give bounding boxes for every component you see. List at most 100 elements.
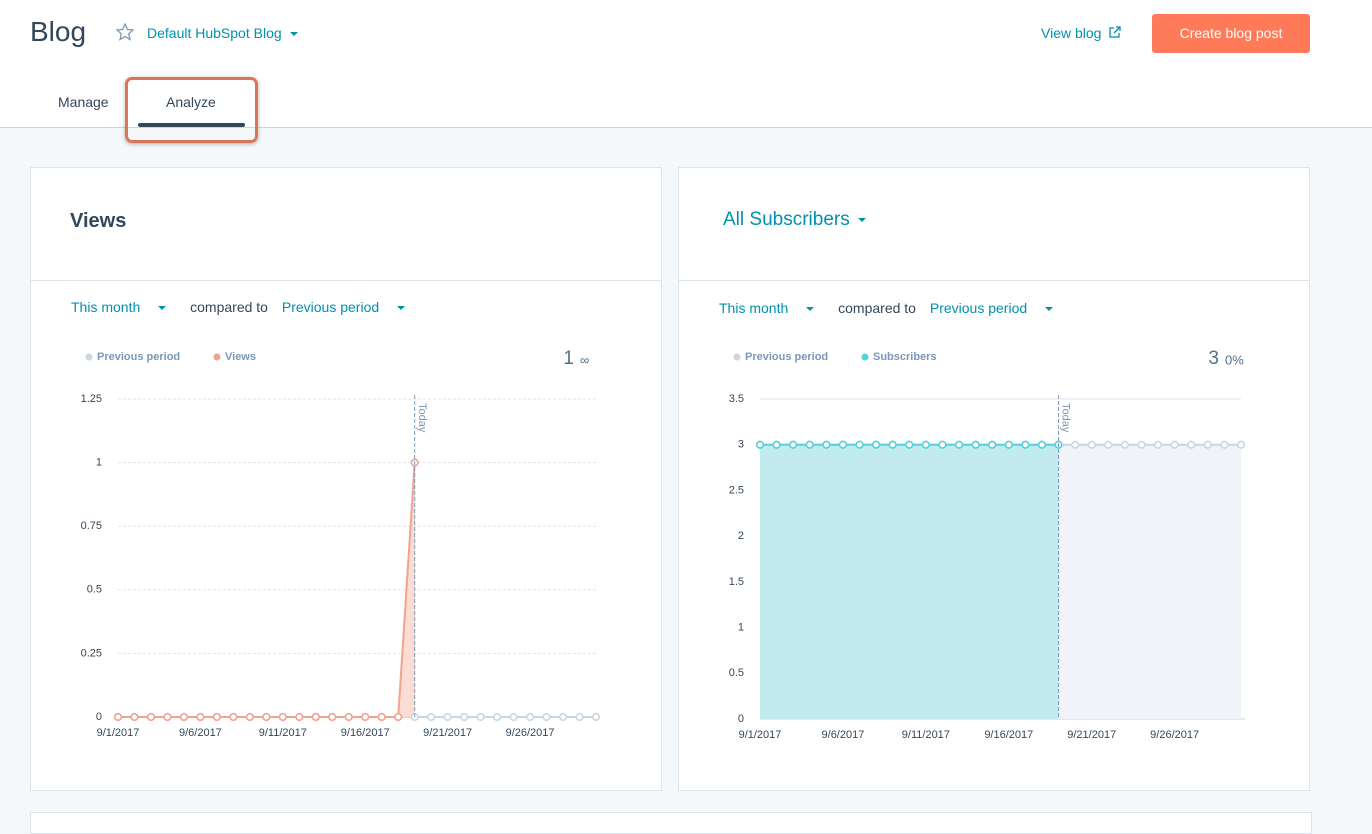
filters: This month compared to Previous period xyxy=(71,299,425,315)
legend-label: Views xyxy=(225,351,256,363)
data-point xyxy=(212,712,221,722)
subscribers-card: All Subscribers This month compared to P… xyxy=(678,167,1310,791)
data-point xyxy=(772,440,781,449)
legend-label: Previous period xyxy=(97,351,180,363)
y-tick-label: 1.5 xyxy=(729,576,744,588)
data-point xyxy=(872,440,881,449)
x-tick-label: 9/26/2017 xyxy=(1150,729,1199,741)
data-point xyxy=(443,712,452,722)
data-point xyxy=(427,712,436,722)
data-point xyxy=(558,712,568,722)
y-tick-label: 1.25 xyxy=(81,393,102,405)
favorite-star[interactable] xyxy=(116,23,134,41)
data-point xyxy=(196,712,205,722)
divider xyxy=(679,280,1309,281)
compare-text: compared to xyxy=(838,300,916,316)
views-card: Views This month compared to Previous pe… xyxy=(30,167,662,791)
data-point xyxy=(822,440,831,449)
compare-filter[interactable]: Previous period xyxy=(282,299,415,315)
data-point xyxy=(921,440,930,449)
subscribers-chart: 0 0.5 1 1.5 2 2.5 3 3.5 9/1/2017 9/6/2017 9/11/201… xyxy=(729,348,1246,741)
tab-underline xyxy=(138,123,245,127)
data-point xyxy=(229,712,238,722)
y-tick-label: 1 xyxy=(96,457,102,469)
data-point xyxy=(394,712,403,722)
x-tick-label: 9/21/2017 xyxy=(1067,729,1116,741)
tab[interactable]: Manage xyxy=(58,94,109,110)
today-label: Today xyxy=(416,403,428,433)
x-tick-label: 9/21/2017 xyxy=(423,727,472,739)
period-label: This month xyxy=(71,299,141,315)
data-point xyxy=(344,712,353,722)
data-point xyxy=(805,440,814,449)
data-point xyxy=(1004,440,1013,449)
y-tick-label: 3.5 xyxy=(729,393,744,405)
summary-value: 1 xyxy=(563,348,574,369)
view-blog-label: View blog xyxy=(1041,25,1102,41)
caret xyxy=(289,32,298,37)
card-title-label: All Subscribers xyxy=(723,209,850,230)
filters: This month compared to Previous period xyxy=(719,300,1073,316)
data-point xyxy=(1087,440,1096,449)
data-point xyxy=(245,712,254,722)
compare-label: Previous period xyxy=(929,300,1028,316)
data-point xyxy=(113,712,123,722)
x-tick-label: 9/11/2017 xyxy=(902,729,950,741)
x-tick-label: 9/16/2017 xyxy=(984,729,1033,741)
data-point xyxy=(1220,440,1229,449)
x-tick-label: 9/6/2017 xyxy=(822,729,865,741)
data-point xyxy=(971,440,980,449)
series-area xyxy=(760,444,1059,719)
compare-filter[interactable]: Previous period xyxy=(930,300,1063,316)
period-label: This month xyxy=(719,300,789,316)
data-point xyxy=(789,440,798,449)
data-point xyxy=(493,712,502,722)
legend-dot xyxy=(85,353,93,361)
summary-value: 3 xyxy=(1208,348,1219,369)
y-tick-label: 3 xyxy=(738,439,744,451)
compare-text: compared to xyxy=(190,299,268,315)
external-icon xyxy=(1109,26,1121,38)
data-point xyxy=(755,440,765,449)
data-point xyxy=(311,712,320,722)
data-point xyxy=(1104,440,1113,449)
data-point xyxy=(1236,440,1246,449)
data-point xyxy=(509,712,518,722)
period-filter[interactable]: This month xyxy=(719,300,824,316)
card-title[interactable]: All Subscribers xyxy=(723,209,866,231)
caret xyxy=(1045,307,1054,312)
x-tick-label: 9/16/2017 xyxy=(341,727,390,739)
x-tick-label: 9/11/2017 xyxy=(259,727,307,739)
caret xyxy=(857,217,866,222)
x-tick-label: 9/1/2017 xyxy=(97,727,140,739)
data-point xyxy=(1170,440,1179,449)
data-point xyxy=(146,712,156,722)
data-point xyxy=(591,712,601,722)
highlight-box xyxy=(125,77,258,143)
period-filter[interactable]: This month xyxy=(71,299,176,315)
y-tick-label: 0.5 xyxy=(87,584,102,596)
tab-active[interactable]: Analyze xyxy=(166,94,216,110)
next-card xyxy=(30,812,1312,834)
summary-change: 0% xyxy=(1225,352,1244,367)
data-point xyxy=(328,712,337,722)
blog-selector[interactable]: Default HubSpot Blog xyxy=(147,25,298,41)
data-point xyxy=(1153,440,1163,449)
y-tick-label: 0 xyxy=(738,713,744,725)
x-tick-label: 9/1/2017 xyxy=(739,729,782,741)
data-point xyxy=(1137,440,1146,449)
data-point xyxy=(988,440,997,449)
data-point xyxy=(278,712,287,722)
y-tick-label: 1 xyxy=(738,621,744,633)
legend-label: Previous period xyxy=(745,351,828,363)
caret xyxy=(397,306,406,311)
data-point xyxy=(1021,440,1030,449)
create-button[interactable]: Create blog post xyxy=(1152,14,1310,53)
data-point xyxy=(361,712,370,722)
view-blog-link[interactable]: View blog xyxy=(1041,25,1121,41)
data-point xyxy=(838,440,848,449)
data-point xyxy=(295,712,304,722)
data-point xyxy=(1203,440,1212,449)
data-point xyxy=(888,440,897,449)
